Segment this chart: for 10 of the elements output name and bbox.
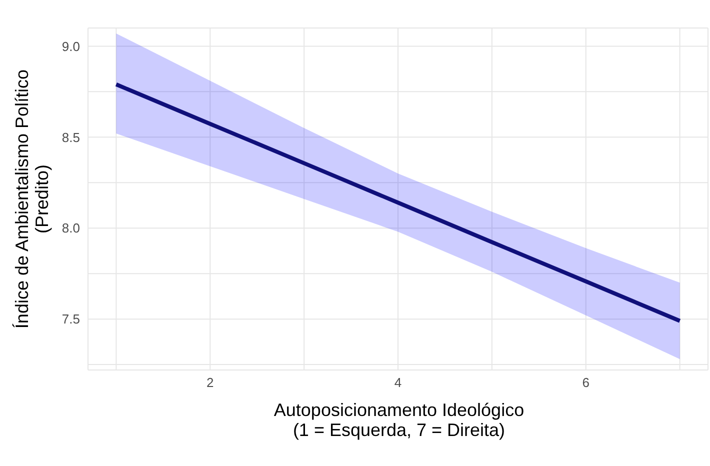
x-axis-title: Autoposicionamento Ideológico (1 = Esquerda, 7 = Direita) [272,400,526,440]
x-tick-label: 2 [206,375,214,390]
y-tick-label: 8.5 [62,130,80,145]
x-tick-label: 4 [394,375,402,390]
y-tick-label: 8.0 [62,220,80,236]
line-series [114,82,682,323]
y-tick-label: 7.5 [62,312,80,327]
y-axis-title: Índice de Ambientalismo Político (Predito) [12,69,52,329]
x-tick-label: 6 [582,375,590,390]
y-tick-label: 9.0 [62,38,80,54]
